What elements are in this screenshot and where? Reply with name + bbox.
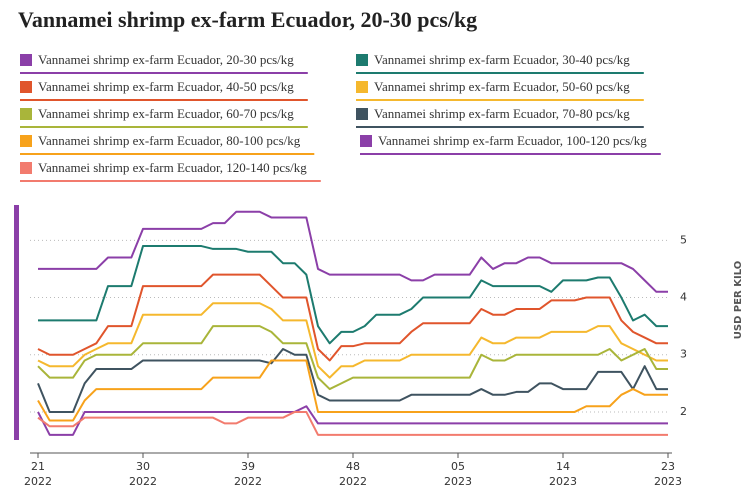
legend-label: Vannamei shrimp ex-farm Ecuador, 60-70 p… bbox=[38, 106, 294, 121]
x-tick-label: 39 bbox=[241, 460, 255, 473]
selection-bar bbox=[14, 205, 19, 440]
y-axis-label: USD PER KILO bbox=[733, 261, 744, 339]
legend-item[interactable]: Vannamei shrimp ex-farm Ecuador, 70-80 p… bbox=[356, 106, 644, 128]
x-tick-label: 48 bbox=[346, 460, 360, 473]
legend-item[interactable]: Vannamei shrimp ex-farm Ecuador, 60-70 p… bbox=[20, 106, 308, 128]
legend-label: Vannamei shrimp ex-farm Ecuador, 70-80 p… bbox=[374, 106, 630, 121]
legend-item[interactable]: Vannamei shrimp ex-farm Ecuador, 50-60 p… bbox=[356, 79, 644, 101]
x-tick-label: 14 bbox=[556, 460, 570, 473]
legend-swatch bbox=[20, 54, 32, 66]
y-tick-label: 5 bbox=[680, 233, 687, 246]
x-tick-year: 2022 bbox=[339, 475, 367, 488]
legend-label: Vannamei shrimp ex-farm Ecuador, 40-50 p… bbox=[38, 79, 294, 94]
series-line bbox=[37, 405, 668, 436]
legend-label: Vannamei shrimp ex-farm Ecuador, 80-100 … bbox=[38, 133, 301, 148]
x-tick-label: 30 bbox=[136, 460, 150, 473]
legend-label: Vannamei shrimp ex-farm Ecuador, 100-120… bbox=[378, 133, 647, 148]
series-line bbox=[37, 410, 668, 436]
series-line bbox=[37, 348, 668, 413]
series-line bbox=[38, 245, 668, 345]
series-line bbox=[37, 359, 668, 422]
x-tick-label: 21 bbox=[31, 460, 45, 473]
legend-item[interactable]: Vannamei shrimp ex-farm Ecuador, 40-50 p… bbox=[20, 79, 308, 101]
y-tick-label: 3 bbox=[680, 348, 687, 361]
legend-swatch bbox=[20, 135, 32, 147]
y-tick-label: 2 bbox=[680, 405, 687, 418]
x-tick-year: 2023 bbox=[444, 475, 472, 488]
series-line bbox=[37, 302, 668, 379]
legend-label: Vannamei shrimp ex-farm Ecuador, 20-30 p… bbox=[38, 52, 294, 67]
legend-item[interactable]: Vannamei shrimp ex-farm Ecuador, 80-100 … bbox=[20, 133, 315, 155]
x-tick-year: 2022 bbox=[234, 475, 262, 488]
x-tick-year: 2022 bbox=[24, 475, 52, 488]
legend-label: Vannamei shrimp ex-farm Ecuador, 120-140… bbox=[38, 160, 307, 175]
legend-swatch bbox=[20, 81, 32, 93]
x-tick-label: 05 bbox=[451, 460, 465, 473]
legend-item[interactable]: Vannamei shrimp ex-farm Ecuador, 100-120… bbox=[360, 133, 661, 155]
legend-swatch bbox=[356, 108, 368, 120]
legend-swatch bbox=[20, 108, 32, 120]
series-line bbox=[37, 273, 668, 362]
legend-item[interactable]: Vannamei shrimp ex-farm Ecuador, 20-30 p… bbox=[20, 52, 308, 74]
legend-item[interactable]: Vannamei shrimp ex-farm Ecuador, 120-140… bbox=[20, 160, 321, 182]
series-line bbox=[38, 210, 668, 293]
chart-title: Vannamei shrimp ex-farm Ecuador, 20-30 p… bbox=[18, 7, 477, 32]
legend-label: Vannamei shrimp ex-farm Ecuador, 30-40 p… bbox=[374, 52, 630, 67]
x-tick-year: 2023 bbox=[549, 475, 577, 488]
legend-swatch bbox=[360, 135, 372, 147]
legend-swatch bbox=[356, 54, 368, 66]
x-tick-year: 2022 bbox=[129, 475, 157, 488]
legend-swatch bbox=[20, 162, 32, 174]
x-tick-year: 2023 bbox=[654, 475, 682, 488]
legend-swatch bbox=[356, 81, 368, 93]
x-tick-label: 23 bbox=[661, 460, 675, 473]
legend-item[interactable]: Vannamei shrimp ex-farm Ecuador, 30-40 p… bbox=[356, 52, 644, 74]
y-tick-label: 4 bbox=[680, 291, 687, 304]
legend-label: Vannamei shrimp ex-farm Ecuador, 50-60 p… bbox=[374, 79, 630, 94]
series-line bbox=[37, 325, 668, 391]
